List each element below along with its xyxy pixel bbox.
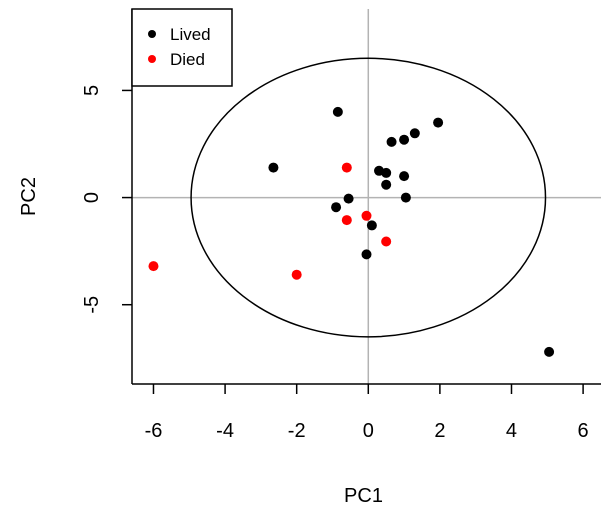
x-tick-label: 2 — [434, 420, 445, 442]
point-lived — [400, 192, 411, 203]
point-died — [361, 210, 372, 221]
point-lived — [399, 171, 410, 182]
point-died — [381, 236, 392, 247]
x-tick-label: -4 — [216, 420, 234, 442]
x-tick-label: 4 — [506, 420, 517, 442]
y-tick-label: 0 — [81, 192, 103, 203]
point-lived — [366, 220, 377, 231]
point-died — [341, 162, 352, 173]
point-lived — [381, 179, 392, 190]
legend-label-lived: Lived — [170, 25, 211, 44]
x-tick-label: 6 — [578, 420, 589, 442]
points-layer — [148, 106, 555, 357]
ellipse-layer — [190, 57, 547, 338]
y-tick-label: 5 — [81, 85, 103, 96]
x-tick-label: 0 — [363, 420, 374, 442]
reference-lines — [132, 9, 601, 384]
legend-marker-lived — [148, 30, 156, 38]
point-lived — [331, 202, 342, 213]
point-lived — [544, 346, 555, 357]
legend-box — [131, 8, 233, 87]
x-tick-label: -2 — [288, 420, 306, 442]
point-lived — [268, 162, 279, 173]
point-lived — [381, 167, 392, 178]
point-lived — [433, 117, 444, 128]
legend-marker-died — [148, 55, 156, 63]
legend-label-died: Died — [170, 50, 205, 69]
x-tick-label: -6 — [145, 420, 163, 442]
point-lived — [409, 128, 420, 139]
point-died — [291, 269, 302, 280]
y-tick-label: -5 — [81, 296, 103, 314]
axes-layer: -6 -4 -2 0 2 4 6 -5 0 5 PC1 PC2 — [18, 9, 601, 507]
point-lived — [332, 106, 343, 117]
point-lived — [361, 249, 372, 260]
point-lived — [399, 134, 410, 145]
point-died — [341, 215, 352, 226]
point-died — [148, 261, 159, 272]
legend: Lived Died — [131, 8, 233, 87]
y-axis-title: PC2 — [18, 177, 40, 216]
point-lived — [386, 136, 397, 147]
x-axis-title: PC1 — [344, 485, 383, 507]
point-lived — [343, 193, 354, 204]
confidence-ellipse — [190, 57, 547, 338]
